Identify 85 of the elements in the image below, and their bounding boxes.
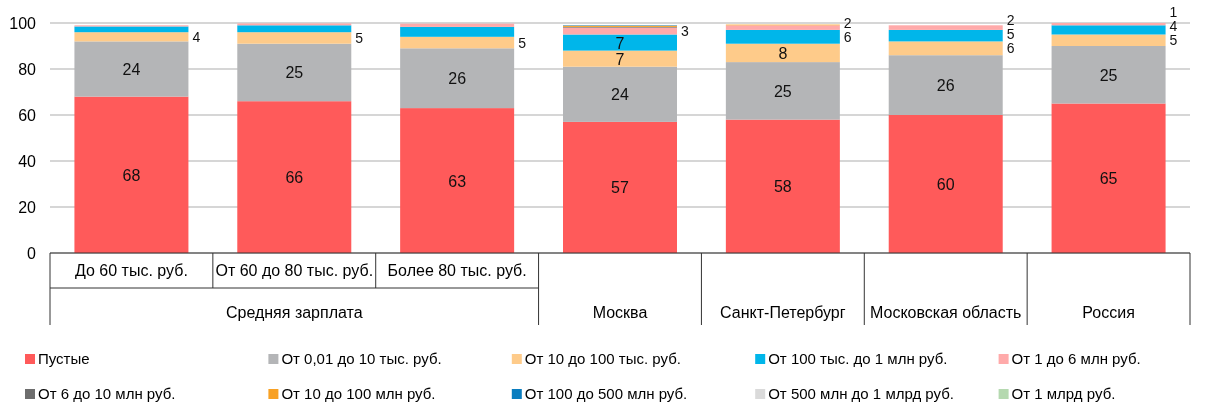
bar: [725, 43, 840, 63]
bar: [237, 32, 352, 44]
bar: [400, 48, 515, 109]
bar: [563, 66, 677, 122]
bar: [888, 29, 1003, 42]
data-label: 7: [615, 34, 625, 52]
x-tick-label: Более 80 тыс. руб.: [387, 262, 527, 279]
bar: [888, 25, 1003, 30]
legend-label: От 0,01 до 10 тыс. руб.: [281, 350, 442, 367]
data-label: 63: [448, 172, 467, 190]
bar: [400, 23, 515, 27]
legend-label: От 6 до 10 млн руб.: [38, 385, 176, 402]
data-label: 4: [1169, 18, 1178, 35]
x-tick-label: Москва: [592, 304, 648, 321]
data-label: 65: [1099, 170, 1118, 188]
bar: [563, 34, 677, 51]
legend-label: От 500 млн до 1 млрд руб.: [768, 385, 954, 402]
data-label: 25: [285, 64, 304, 82]
bar: [725, 29, 840, 44]
data-label: 26: [936, 77, 955, 95]
x-tick-label: До 60 тыс. руб.: [75, 262, 188, 279]
data-label: 8: [778, 44, 788, 62]
y-tick-label: 40: [18, 153, 37, 170]
data-label: 24: [122, 61, 141, 78]
bar: [74, 96, 189, 253]
data-label: 25: [773, 82, 792, 100]
data-label: 24: [611, 86, 629, 104]
y-tick-label: 60: [18, 107, 37, 124]
data-label: 1: [1169, 4, 1178, 21]
data-label: 5: [1169, 32, 1178, 49]
x-tick-label: Санкт-Петербург: [720, 304, 846, 321]
legend-label: От 100 тыс. до 1 млн руб.: [768, 350, 948, 367]
bar: [888, 55, 1003, 115]
data-label: 25: [1099, 66, 1118, 84]
data-label: 58: [773, 178, 792, 196]
bar: [563, 27, 677, 35]
bar: [1051, 25, 1166, 35]
bar: [1051, 46, 1166, 104]
data-label: 3: [681, 23, 689, 40]
bar: [400, 26, 515, 37]
bar: [237, 43, 352, 102]
legend-label: От 10 до 100 млн руб.: [281, 385, 436, 402]
bar: [74, 41, 189, 97]
x-tick-label: Россия: [1082, 304, 1135, 321]
data-label: 60: [936, 176, 955, 193]
data-label: 7: [615, 50, 625, 68]
bar: [1051, 34, 1166, 46]
legend-label: Пустые: [38, 350, 90, 367]
x-tick-label: От 60 до 80 тыс. руб.: [215, 262, 374, 279]
bar: [725, 62, 840, 120]
data-label: 5: [1006, 26, 1015, 43]
data-label: 57: [611, 179, 629, 197]
legend-label: От 100 до 500 млн руб.: [524, 385, 688, 402]
y-tick-label: 100: [9, 15, 37, 32]
data-label: 6: [1006, 40, 1015, 57]
bar: [237, 25, 352, 33]
bar: [1051, 103, 1166, 253]
data-label: 5: [355, 29, 364, 46]
bar: [563, 121, 677, 253]
bar: [563, 50, 677, 67]
data-label: 66: [285, 169, 304, 187]
bar: [74, 26, 189, 33]
data-label: 68: [122, 166, 141, 184]
legend-label: От 1 млрд руб.: [1011, 385, 1116, 402]
legend-label: От 10 до 100 тыс. руб.: [524, 350, 681, 367]
bar: [725, 25, 840, 30]
x-tick-label: Московская область: [870, 304, 1022, 321]
bar: [725, 119, 840, 253]
data-label: 4: [192, 28, 201, 45]
bar: [400, 36, 515, 49]
text: Средняя зарплата: [225, 304, 363, 321]
data-label: 6: [843, 28, 852, 45]
legend-label: От 1 до 6 млн руб.: [1011, 350, 1141, 367]
bar: [400, 108, 515, 253]
bar: [237, 101, 352, 253]
y-tick-label: 80: [18, 61, 37, 78]
bar: [74, 32, 189, 42]
data-label: 2: [843, 14, 852, 31]
data-label: 26: [448, 70, 467, 88]
bar: [888, 41, 1003, 56]
bar: [888, 115, 1003, 253]
y-tick-label: 20: [18, 199, 37, 216]
y-tick-label: 0: [27, 245, 37, 262]
data-label: 5: [518, 34, 527, 51]
data-label: 2: [1006, 12, 1015, 29]
